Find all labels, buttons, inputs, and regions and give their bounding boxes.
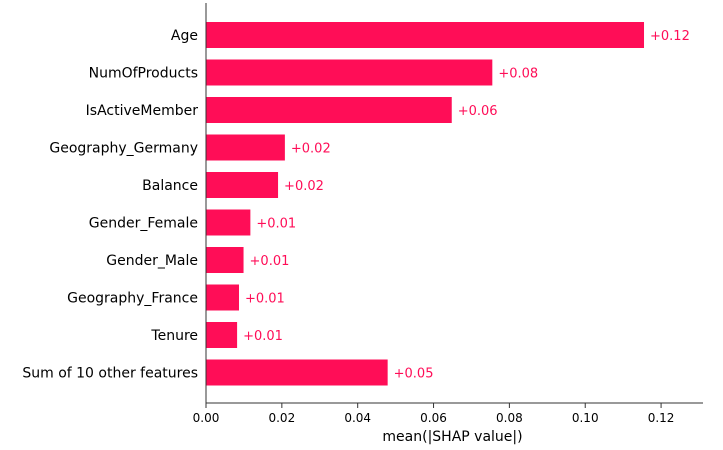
x-tick-label: 0.06 [420,411,447,425]
x-tick-label: 0.00 [193,411,220,425]
category-label-isactivemember: IsActiveMember [86,103,199,119]
category-labels: Age NumOfProducts IsActiveMember Geography_… [22,28,198,382]
data-label-geography-germany: +0.02 [291,142,331,157]
bar-gender-male [206,247,244,273]
x-tick-label: 0.02 [268,411,295,425]
category-label-age: Age [171,28,198,44]
x-tick-label: 0.04 [344,411,371,425]
x-axis-title: mean(|SHAP value|) [382,429,522,445]
category-label-geography-germany: Geography_Germany [49,141,198,157]
category-label-geography-france: Geography_France [67,291,198,307]
x-axis: 0.00 0.02 0.04 0.06 0.08 0.10 0.12 [193,3,703,425]
bar-gender-female [206,209,251,236]
data-label-gender-male: +0.01 [250,254,290,269]
category-label-sum-of-10-other-features: Sum of 10 other features [22,366,198,382]
data-label-balance: +0.02 [284,179,324,194]
data-label-age: +0.12 [650,29,690,44]
data-label-numofproducts: +0.08 [498,67,538,82]
category-label-numofproducts: NumOfProducts [89,66,198,82]
data-label-gender-female: +0.01 [256,217,296,232]
data-labels: +0.12 +0.08 +0.06 +0.02 +0.02 +0.01 +0.01 +0.01… [243,29,690,382]
bar-sum-of-10-other-features [206,359,388,386]
data-label-sum-of-10-other-features: +0.05 [394,367,434,382]
bar-balance [206,172,279,198]
data-label-tenure: +0.01 [243,329,283,344]
category-label-gender-female: Gender_Female [89,216,198,232]
x-tick-label: 0.08 [496,411,523,425]
data-label-geography-france: +0.01 [245,292,285,307]
bar-numofproducts [206,59,493,86]
bar-geography-france [206,284,239,311]
bar-age [206,22,645,48]
category-label-tenure: Tenure [150,328,198,344]
x-tick-label: 0.10 [572,411,599,425]
bars-layer [206,22,645,386]
category-label-gender-male: Gender_Male [106,253,198,269]
bar-isactivemember [206,97,452,123]
bar-geography-germany [206,134,285,161]
x-tick-label: 0.12 [648,411,675,425]
category-label-balance: Balance [142,178,198,194]
bar-tenure [206,322,238,348]
data-label-isactivemember: +0.06 [458,104,498,119]
